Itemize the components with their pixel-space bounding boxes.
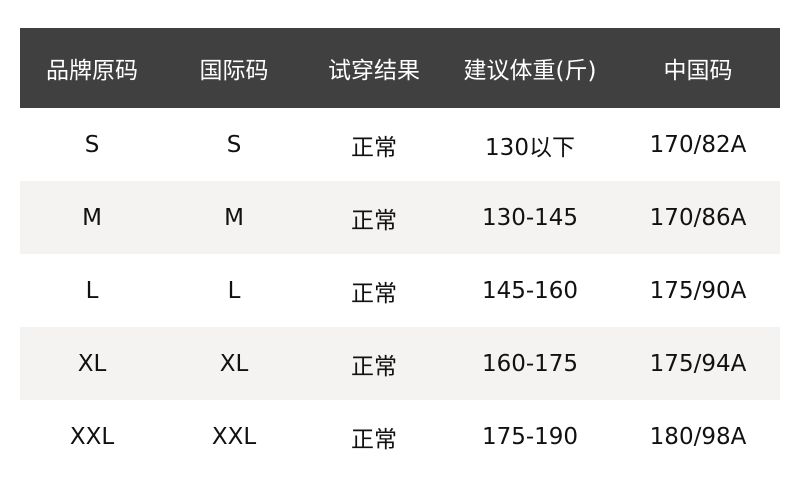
table-row: M M 正常 130-145 170/86A <box>20 181 780 254</box>
cell-china-size: 175/90A <box>649 277 747 304</box>
table-row: XL XL 正常 160-175 175/94A <box>20 327 780 400</box>
cell-brand-size: S <box>84 131 100 158</box>
cell-brand-size: L <box>85 277 99 304</box>
cell-fit-result: 正常 <box>351 134 397 161</box>
table-row: XXL XXL 正常 175-190 180/98A <box>20 400 780 473</box>
cell-china-size: 175/94A <box>649 350 747 377</box>
cell-suggested-weight: 145-160 <box>481 277 579 304</box>
cell-brand-size: XXL <box>69 423 115 450</box>
header-international-size: 国际码 <box>199 58 269 84</box>
cell-international-size: XL <box>219 350 249 377</box>
cell-suggested-weight: 130-145 <box>481 204 579 231</box>
cell-fit-result: 正常 <box>351 280 397 307</box>
cell-china-size: 170/86A <box>649 204 747 231</box>
cell-suggested-weight: 130以下 <box>485 134 575 161</box>
table-row: L L 正常 145-160 175/90A <box>20 254 780 327</box>
header-brand-size: 品牌原码 <box>46 58 138 84</box>
cell-international-size: M <box>224 204 244 231</box>
header-fit-result: 试穿结果 <box>328 58 420 84</box>
cell-international-size: S <box>226 131 242 158</box>
cell-suggested-weight: 175-190 <box>481 423 579 450</box>
cell-suggested-weight: 160-175 <box>481 350 579 377</box>
cell-fit-result: 正常 <box>351 353 397 380</box>
table-header: 品牌原码 国际码 试穿结果 建议体重(斤) 中国码 <box>20 28 780 108</box>
cell-china-size: 180/98A <box>649 423 747 450</box>
cell-brand-size: M <box>82 204 102 231</box>
cell-brand-size: XL <box>77 350 107 377</box>
cell-china-size: 170/82A <box>649 131 747 158</box>
size-chart-table: 品牌原码 国际码 试穿结果 建议体重(斤) 中国码 S S 正常 130以下 170/8… <box>20 28 780 473</box>
header-china-size: 中国码 <box>663 58 733 84</box>
cell-fit-result: 正常 <box>351 426 397 453</box>
table-row: S S 正常 130以下 170/82A <box>20 108 780 181</box>
header-suggested-weight: 建议体重(斤) <box>463 58 597 84</box>
cell-international-size: XXL <box>211 423 257 450</box>
cell-fit-result: 正常 <box>351 207 397 234</box>
cell-international-size: L <box>227 277 241 304</box>
